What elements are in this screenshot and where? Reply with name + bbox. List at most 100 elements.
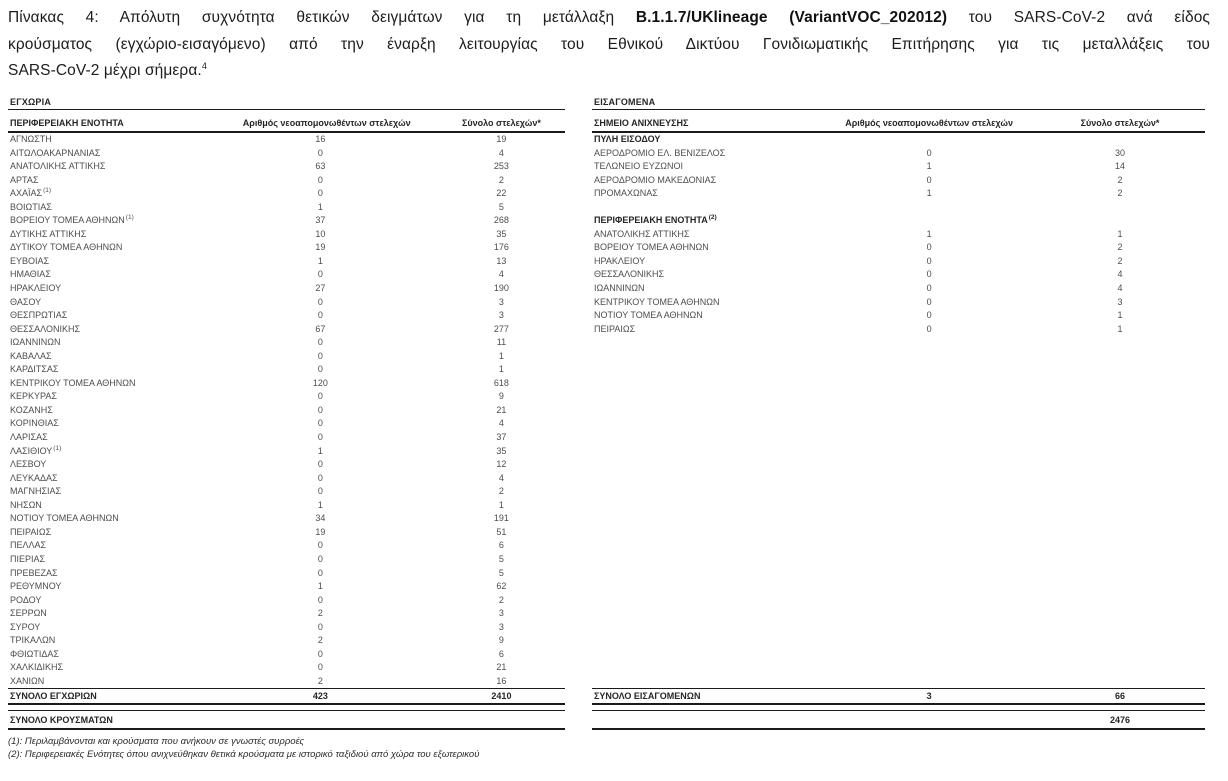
new-isolates-cell: 0 <box>317 269 323 280</box>
label-cell: ΠΕΙΡΑΙΩΣ <box>592 323 837 337</box>
table-caption: Πίνακας 4: Απόλυτη συχνότητα θετικών δει… <box>8 5 1210 85</box>
caption-line-1: Πίνακας 4: Απόλυτη συχνότητα θετικών δει… <box>8 5 1210 32</box>
new-isolates-cell: 2 <box>317 635 323 646</box>
column-header-new-isolates: Αριθμός νεοαπομονωθέντων στελεχών <box>242 118 411 128</box>
new-isolates-cell: 0 <box>317 296 323 307</box>
total-isolates-cell: 1 <box>1117 323 1123 334</box>
new-isolates-cell: 1 <box>926 188 932 199</box>
new-isolates-cell <box>837 201 1021 215</box>
label-cell: ΔΥΤΙΚΟΥ ΤΟΜΕΑ ΑΘΗΝΩΝ <box>8 241 231 255</box>
label-text: ΠΡΕΒΕΖΑΣ <box>10 567 58 578</box>
label-text: ΠΕΡΙΦΕΡΕΙΑΚΗ ΕΝΟΤΗΤΑ <box>594 215 708 226</box>
table-row: ΡΟΔΟΥ 0 2 <box>8 594 565 608</box>
imported-cases-table: ΕΙΣΑΓΟΜΕΝΑ ΣΗΜΕΙΟ ΑΝΙΧΝΕΥΣΗΣ Αριθμός νεο… <box>592 96 1205 730</box>
total-isolates-cell: 9 <box>498 635 504 646</box>
new-isolates-cell <box>837 133 1021 147</box>
total-isolates-cell: 2410 <box>491 691 512 701</box>
new-isolates-cell: 0 <box>926 174 932 185</box>
table-row: ΛΑΣΙΘΙΟΥ(1) 1 35 <box>8 445 565 459</box>
label-text: ΠΥΛΗ ΕΙΣΟΔΟΥ <box>594 134 661 144</box>
imported-section-label: ΕΙΣΑΓΟΜΕΝΑ <box>592 96 1205 110</box>
total-isolates-cell: 5 <box>498 553 504 564</box>
total-isolates-cell: 4 <box>1117 269 1123 280</box>
label-cell: ΚΑΡΔΙΤΣΑΣ <box>8 363 231 377</box>
label-text: ΚΟΖΑΝΗΣ <box>10 404 53 415</box>
column-header-detection-point: ΣΗΜΕΙΟ ΑΝΙΧΝΕΥΣΗΣ <box>594 118 689 128</box>
new-isolates-cell: 19 <box>315 526 326 537</box>
new-isolates-cell: 0 <box>317 567 323 578</box>
table-row: ΠΥΛΗ ΕΙΣΟΔΟΥ <box>592 133 1205 147</box>
label-text: ΚΕΡΚΥΡΑΣ <box>10 391 57 402</box>
total-new-isolates-cell: 3 <box>926 691 932 701</box>
label-cell: ΑΝΑΤΟΛΙΚΗΣ ΑΤΤΙΚΗΣ <box>8 160 231 174</box>
new-isolates-cell: 0 <box>317 472 323 483</box>
table-row: ΒΟΡΕΙΟΥ ΤΟΜΕΑ ΑΘΗΝΩΝ 0 2 <box>592 241 1205 255</box>
label-cell: ΣΕΡΡΩΝ <box>8 607 231 621</box>
footnote-marker: (1) <box>125 214 134 222</box>
total-isolates-cell: 6 <box>498 540 504 551</box>
new-isolates-cell: 1 <box>317 201 323 212</box>
total-isolates-cell: 4 <box>498 147 504 158</box>
new-isolates-cell: 0 <box>926 323 932 334</box>
table-row: ΘΕΣΣΑΛΟΝΙΚΗΣ 67 277 <box>8 323 565 337</box>
table-row: ΛΕΣΒΟΥ 0 12 <box>8 458 565 472</box>
total-isolates-cell: 21 <box>496 662 507 673</box>
table-row: ΝΟΤΙΟΥ ΤΟΜΕΑ ΑΘΗΝΩΝ 34 191 <box>8 512 565 526</box>
label-cell: ΑΝΑΤΟΛΙΚΗΣ ΑΤΤΙΚΗΣ <box>592 228 837 242</box>
new-isolates-cell: 1 <box>926 161 932 172</box>
label-text: ΙΩΑΝΝΙΝΩΝ <box>10 337 61 348</box>
table-row: ΝΗΣΩΝ 1 1 <box>8 499 565 513</box>
table-row: ΚΑΒΑΛΑΣ 0 1 <box>8 350 565 364</box>
table-row: ΙΩΑΝΝΙΝΩΝ 0 4 <box>592 282 1205 296</box>
total-isolates-cell: 4 <box>1117 283 1123 294</box>
label-text: ΛΑΣΙΘΙΟΥ <box>10 445 53 456</box>
new-isolates-cell: 0 <box>317 553 323 564</box>
label-text: ΚΕΝΤΡΙΚΟΥ ΤΟΜΕΑ ΑΘΗΝΩΝ <box>594 296 720 307</box>
label-cell: ΗΜΑΘΙΑΣ <box>8 268 231 282</box>
table-row: ΣΕΡΡΩΝ 2 3 <box>8 607 565 621</box>
total-isolates-cell: 35 <box>496 445 507 456</box>
table-row: ΠΙΕΡΙΑΣ 0 5 <box>8 553 565 567</box>
total-isolates-cell: 22 <box>496 188 507 199</box>
new-isolates-cell: 16 <box>315 134 326 144</box>
total-isolates-cell: 2 <box>1117 174 1123 185</box>
total-isolates-cell: 277 <box>493 323 509 334</box>
label-text: ΝΟΤΙΟΥ ΤΟΜΕΑ ΑΘΗΝΩΝ <box>10 513 119 524</box>
new-isolates-cell: 0 <box>926 147 932 158</box>
grand-total-row-left: ΣΥΝΟΛΟ ΚΡΟΥΣΜΑΤΩΝ <box>8 710 565 730</box>
label-cell: ΔΥΤΙΚΗΣ ΑΤΤΙΚΗΣ <box>8 228 231 242</box>
table-row: ΚΟΡΙΝΘΙΑΣ 0 4 <box>8 417 565 431</box>
total-isolates-cell: 14 <box>1115 161 1126 172</box>
column-header-total-isolates: Σύνολο στελεχών* <box>462 118 541 128</box>
column-header-total-isolates: Σύνολο στελεχών* <box>1080 118 1160 128</box>
label-cell: ΑΙΤΩΛΟΑΚΑΡΝΑΝΙΑΣ <box>8 147 231 161</box>
imported-total-row: ΣΥΝΟΛΟ ΕΙΣΑΓΟΜΕΝΩΝ 3 66 <box>592 688 1205 705</box>
label-text: ΘΕΣΠΡΩΤΙΑΣ <box>10 310 68 321</box>
table-row: ΛΑΡΙΣΑΣ 0 37 <box>8 431 565 445</box>
caption-line-3: SARS-CoV-2 μέχρι σήμερα.4 <box>8 58 1210 85</box>
label-text: ΑΓΝΩΣΤΗ <box>10 134 52 144</box>
label-text: ΔΥΤΙΚΗΣ ΑΤΤΙΚΗΣ <box>10 228 87 239</box>
label-cell: ΑΓΝΩΣΤΗ <box>8 133 231 147</box>
new-isolates-cell: 0 <box>317 594 323 605</box>
total-isolates-cell <box>1021 214 1205 228</box>
new-isolates-cell: 0 <box>317 648 323 659</box>
label-text: ΡΕΘΥΜΝΟΥ <box>10 581 62 592</box>
total-isolates-cell: 13 <box>496 255 507 266</box>
label-text: ΤΕΛΩΝΕΙΟ ΕΥΖΩΝΟΙ <box>594 161 683 172</box>
label-cell: ΑΕΡΟΔΡΟΜΙΟ ΕΛ. ΒΕΝΙΖΕΛΟΣ <box>592 147 837 161</box>
total-isolates-cell: 3 <box>1117 296 1123 307</box>
total-isolates-cell: 5 <box>498 201 504 212</box>
total-isolates-cell: 2 <box>498 594 504 605</box>
new-isolates-cell: 1 <box>926 228 932 239</box>
total-isolates-cell: 190 <box>493 283 509 294</box>
total-isolates-cell <box>1021 133 1205 147</box>
total-isolates-cell: 3 <box>498 310 504 321</box>
label-text: ΒΟΙΩΤΙΑΣ <box>10 201 52 212</box>
label-text: ΚΟΡΙΝΘΙΑΣ <box>10 418 59 429</box>
table-row: ΑΧΑΪΑΣ(1) 0 22 <box>8 187 565 201</box>
table-row: ΒΟΡΕΙΟΥ ΤΟΜΕΑ ΑΘΗΝΩΝ(1) 37 268 <box>8 214 565 228</box>
total-isolates-cell: 1 <box>1117 310 1123 321</box>
new-isolates-cell: 0 <box>317 486 323 497</box>
